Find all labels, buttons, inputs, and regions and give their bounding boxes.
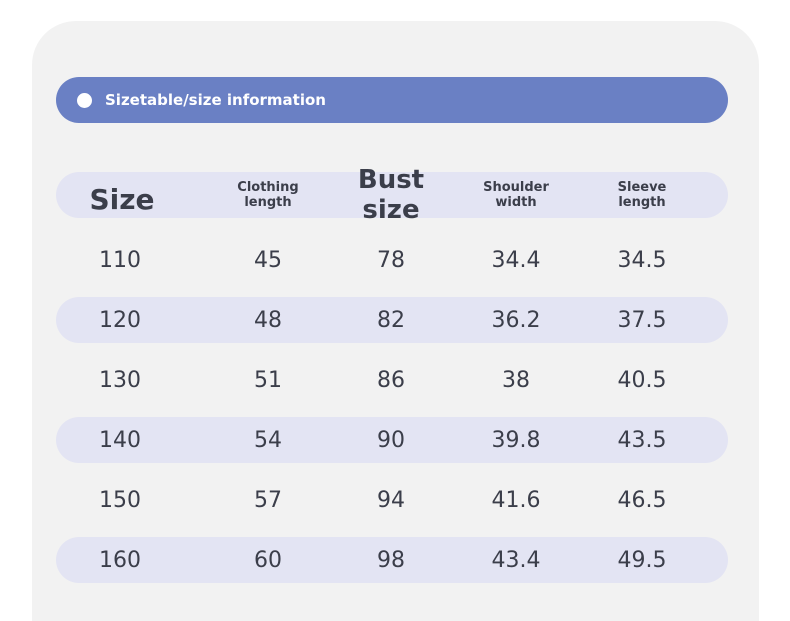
table-row: 160 60 98 43.4 49.5 <box>56 537 728 583</box>
table-cell: 78 <box>377 247 405 273</box>
table-cell: 37.5 <box>617 307 667 333</box>
header-line: Clothing <box>237 180 299 195</box>
header-sleeve-length: Sleeve length <box>592 172 692 218</box>
table-cell: 54 <box>254 427 282 453</box>
table-cell: 49.5 <box>617 547 667 573</box>
table-cell: 98 <box>377 547 405 573</box>
header-line: Shoulder <box>483 180 549 195</box>
table-cell: 34.5 <box>617 247 667 273</box>
header-size: Size <box>89 182 155 216</box>
bullet-dot-icon <box>77 93 92 108</box>
table-header: Size Clothing length Bust size Shoulder wi… <box>56 165 728 225</box>
table-row: 110 45 78 34.4 34.5 <box>56 237 728 283</box>
table-cell: 150 <box>99 487 141 513</box>
table-cell: 90 <box>377 427 405 453</box>
section-banner: Sizetable/size information <box>56 77 728 123</box>
table-row: 140 54 90 39.8 43.5 <box>56 417 728 463</box>
table-cell: 36.2 <box>491 307 541 333</box>
table-cell: 46.5 <box>617 487 667 513</box>
header-line: length <box>618 195 666 210</box>
header-clothing-length: Clothing length <box>218 172 318 218</box>
header-line: length <box>244 195 292 210</box>
table-row: 130 51 86 38 40.5 <box>56 357 728 403</box>
table-cell: 43.4 <box>491 547 541 573</box>
table-cell: 45 <box>254 247 282 273</box>
table-cell: 38 <box>502 367 530 393</box>
table-cell: 94 <box>377 487 405 513</box>
table-cell: 86 <box>377 367 405 393</box>
header-line: width <box>495 195 537 210</box>
table-cell: 82 <box>377 307 405 333</box>
header-line: Sleeve <box>617 180 667 195</box>
table-cell: 48 <box>254 307 282 333</box>
table-cell: 41.6 <box>491 487 541 513</box>
banner-title: Sizetable/size information <box>105 91 326 109</box>
table-cell: 51 <box>254 367 282 393</box>
table-cell: 130 <box>99 367 141 393</box>
header-bust-size: Bust size <box>357 165 425 225</box>
table-cell: 110 <box>99 247 141 273</box>
table-cell: 160 <box>99 547 141 573</box>
table-row: 120 48 82 36.2 37.5 <box>56 297 728 343</box>
table-cell: 34.4 <box>491 247 541 273</box>
table-row: 150 57 94 41.6 46.5 <box>56 477 728 523</box>
header-shoulder-width: Shoulder width <box>466 172 566 218</box>
table-cell: 40.5 <box>617 367 667 393</box>
table-cell: 43.5 <box>617 427 667 453</box>
table-cell: 140 <box>99 427 141 453</box>
table-cell: 57 <box>254 487 282 513</box>
table-cell: 39.8 <box>491 427 541 453</box>
table-cell: 60 <box>254 547 282 573</box>
table-cell: 120 <box>99 307 141 333</box>
